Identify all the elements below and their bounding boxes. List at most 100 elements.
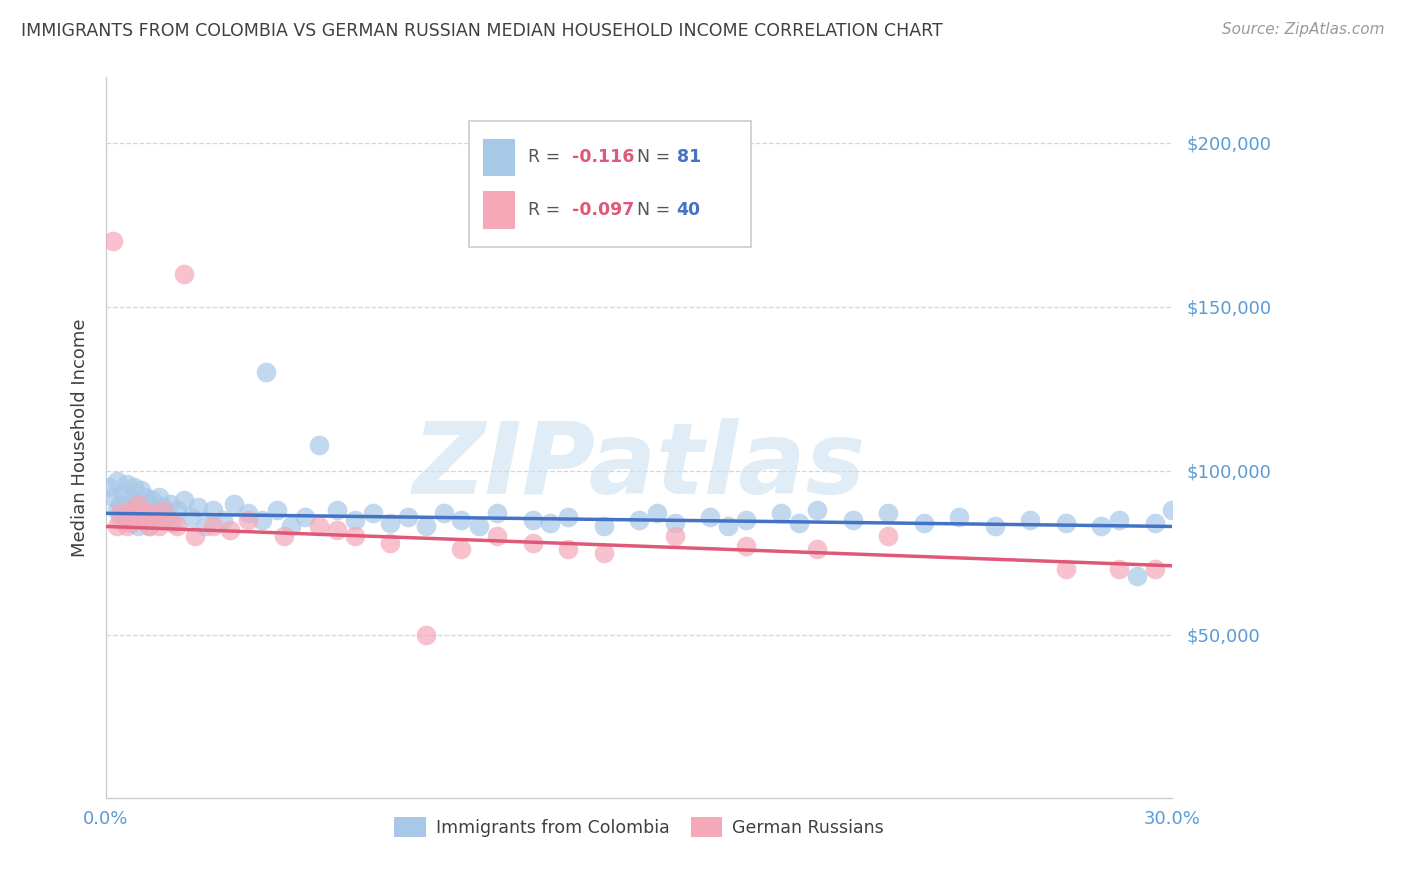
Point (222, 496, 245, 510)
Point (134, 513, 156, 527)
Point (770, 507, 793, 521)
Point (1126, 568, 1149, 582)
Text: -0.097: -0.097 (572, 201, 634, 219)
Point (699, 509, 721, 524)
Point (108, 507, 131, 521)
Point (141, 493, 163, 508)
Point (664, 516, 686, 531)
Point (166, 503, 188, 517)
Point (162, 516, 184, 531)
Bar (484, 139, 516, 177)
Bar (484, 192, 516, 229)
Point (1143, 562, 1166, 576)
Point (120, 503, 142, 517)
Point (308, 437, 330, 451)
Point (485, 507, 508, 521)
Point (115, 519, 138, 533)
Point (187, 500, 209, 514)
Point (180, 509, 202, 524)
Point (159, 513, 181, 527)
Point (201, 503, 224, 517)
Point (152, 500, 174, 514)
Point (1054, 562, 1077, 576)
Point (131, 503, 153, 517)
Point (236, 507, 259, 521)
Point (294, 509, 316, 524)
Text: ZIPatlas: ZIPatlas (412, 418, 866, 516)
Point (173, 493, 195, 508)
Point (1143, 516, 1166, 531)
Point (734, 539, 756, 553)
Text: Source: ZipAtlas.com: Source: ZipAtlas.com (1222, 22, 1385, 37)
Point (127, 496, 149, 510)
Point (308, 519, 330, 533)
Point (152, 503, 174, 517)
Point (134, 513, 156, 527)
Point (450, 513, 472, 527)
Point (1019, 513, 1042, 527)
Point (131, 503, 153, 517)
Point (592, 546, 614, 560)
Point (120, 516, 142, 531)
Point (141, 507, 163, 521)
Point (415, 627, 437, 641)
Point (115, 476, 138, 491)
Point (415, 519, 437, 533)
Point (145, 503, 167, 517)
Point (343, 513, 366, 527)
Point (131, 483, 153, 498)
Text: -0.116: -0.116 (572, 148, 634, 167)
Point (326, 523, 349, 537)
Text: N =: N = (637, 201, 676, 219)
Point (254, 366, 277, 380)
Point (1054, 516, 1077, 531)
Point (115, 500, 138, 514)
Text: N =: N = (637, 148, 676, 167)
Point (396, 509, 419, 524)
Point (148, 513, 170, 527)
Point (127, 496, 149, 510)
Point (841, 513, 863, 527)
Point (1090, 519, 1112, 533)
Point (252, 513, 274, 527)
Point (734, 513, 756, 527)
Point (194, 519, 217, 533)
Point (273, 529, 295, 543)
Point (522, 536, 544, 550)
Point (98, 480, 121, 494)
Point (138, 519, 160, 533)
Point (105, 503, 128, 517)
Point (948, 509, 970, 524)
Point (166, 519, 188, 533)
Point (112, 486, 135, 500)
Point (717, 519, 740, 533)
Point (806, 542, 828, 557)
Point (141, 507, 163, 521)
Point (138, 519, 160, 533)
Point (138, 500, 160, 514)
Point (592, 519, 614, 533)
Point (212, 513, 235, 527)
Point (120, 493, 142, 508)
Point (485, 529, 508, 543)
Point (628, 513, 651, 527)
Point (557, 542, 579, 557)
Point (266, 503, 288, 517)
Point (557, 509, 579, 524)
Text: IMMIGRANTS FROM COLOMBIA VS GERMAN RUSSIAN MEDIAN HOUSEHOLD INCOME CORRELATION C: IMMIGRANTS FROM COLOMBIA VS GERMAN RUSSI… (21, 22, 943, 40)
Point (1108, 562, 1130, 576)
Point (280, 519, 302, 533)
Point (983, 519, 1005, 533)
Point (1161, 503, 1184, 517)
Point (108, 496, 131, 510)
Point (450, 542, 472, 557)
Point (468, 519, 491, 533)
Point (145, 513, 167, 527)
Text: 81: 81 (676, 148, 700, 167)
Point (201, 519, 224, 533)
Point (219, 523, 242, 537)
Point (124, 509, 146, 524)
Point (134, 490, 156, 504)
Point (159, 496, 181, 510)
Text: R =: R = (529, 148, 567, 167)
